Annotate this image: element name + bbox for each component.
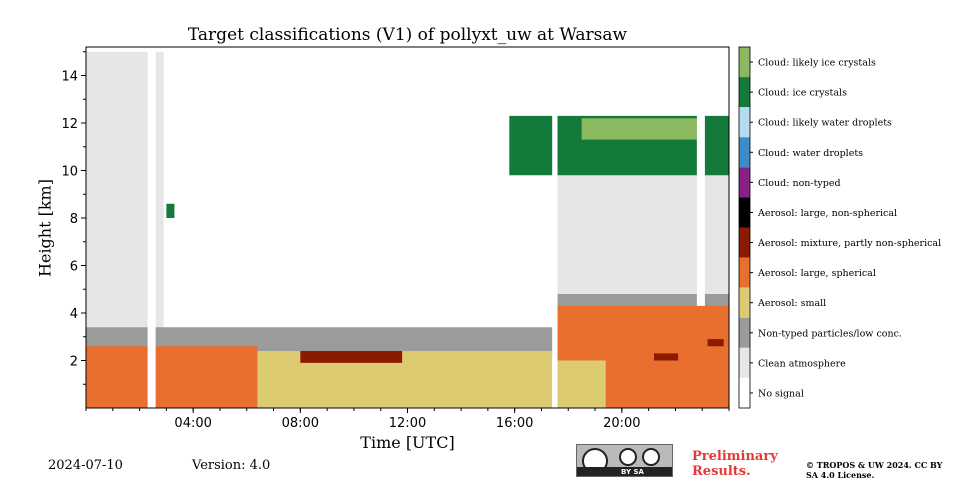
y-tick-label: 8 [70,212,78,227]
classification-region-16 [696,47,705,306]
legend-label-5: Aerosol: large, non-spherical [757,208,897,219]
x-tick-label: 16:00 [496,416,533,431]
legend-swatch-3 [739,137,750,168]
by-icon [619,448,637,466]
legend-label-7: Aerosol: large, spherical [757,268,876,279]
classification-region-12 [581,118,697,140]
x-tick-label: 12:00 [389,416,426,431]
y-tick-label: 14 [61,70,78,85]
colorbar-legend: Cloud: likely ice crystals Cloud: ice cry… [738,46,941,409]
legend-swatch-10 [739,347,750,378]
legend-swatch-2 [739,107,750,138]
copyright-notice: © TROPOS & UW 2024. CC BY SA 4.0 License… [806,460,943,480]
legend-swatch-4 [739,167,750,198]
legend-swatch-7 [739,257,750,288]
y-tick-label: 2 [70,355,78,370]
plot-area [86,47,729,408]
legend-swatch-5 [739,197,750,228]
cc-badge-text: BY SA [621,468,644,476]
classification-region-10 [707,339,724,347]
cc-badge-bar [577,467,672,476]
sa-icon [642,448,660,466]
legend-label-8: Aerosol: small [757,298,826,309]
legend-label-1: Cloud: ice crystals [758,88,847,99]
colorbar-frame [738,46,751,409]
axes: 2 4 6 8 10 12 14 04:00 08:00 12:00 16:00 20:00 [61,46,730,431]
date-label: 2024-07-10 [48,458,123,473]
legend-label-0: Cloud: likely ice crystals [758,58,876,69]
legend-label-6: Aerosol: mixture, partly non-spherical [757,238,941,249]
classification-region-15 [147,47,156,408]
x-tick-label: 08:00 [282,416,319,431]
chart-title: Target classifications (V1) of pollyxt_u… [187,25,628,45]
classification-region-9 [653,353,679,361]
legend-label-9: Non-typed particles/low conc. [758,328,902,339]
legend-label-4: Cloud: non-typed [758,178,841,189]
legend-swatch-11 [739,377,750,408]
legend-swatch-8 [739,287,750,318]
legend-swatch-6 [739,227,750,258]
classification-region-13 [166,203,175,218]
legend-swatch-9 [739,317,750,348]
y-tick-label: 4 [70,307,78,322]
legend-swatch-0 [739,47,750,78]
classification-region-4 [86,346,258,408]
classification-region-8 [300,351,403,363]
x-tick-label: 04:00 [174,416,211,431]
cc-license-badge: BY SA [576,444,673,477]
legend-label-10: Clean atmosphere [758,358,846,369]
y-tick-label: 12 [61,117,78,132]
legend-label-11: No signal [758,388,804,399]
classification-region-14 [552,47,558,408]
y-tick-label: 10 [61,165,78,180]
legend-label-2: Cloud: likely water droplets [758,118,892,129]
y-tick-label: 6 [70,260,78,275]
version-label: Version: 4.0 [192,458,271,473]
x-axis-label: Time [UTC] [360,433,455,452]
classification-region-7 [557,360,606,408]
preliminary-results: Preliminary Results. [692,449,778,479]
legend-swatch-1 [739,77,750,108]
y-axis-label: Height [km] [35,179,55,277]
legend-label-3: Cloud: water droplets [758,148,863,159]
x-tick-label: 20:00 [603,416,640,431]
